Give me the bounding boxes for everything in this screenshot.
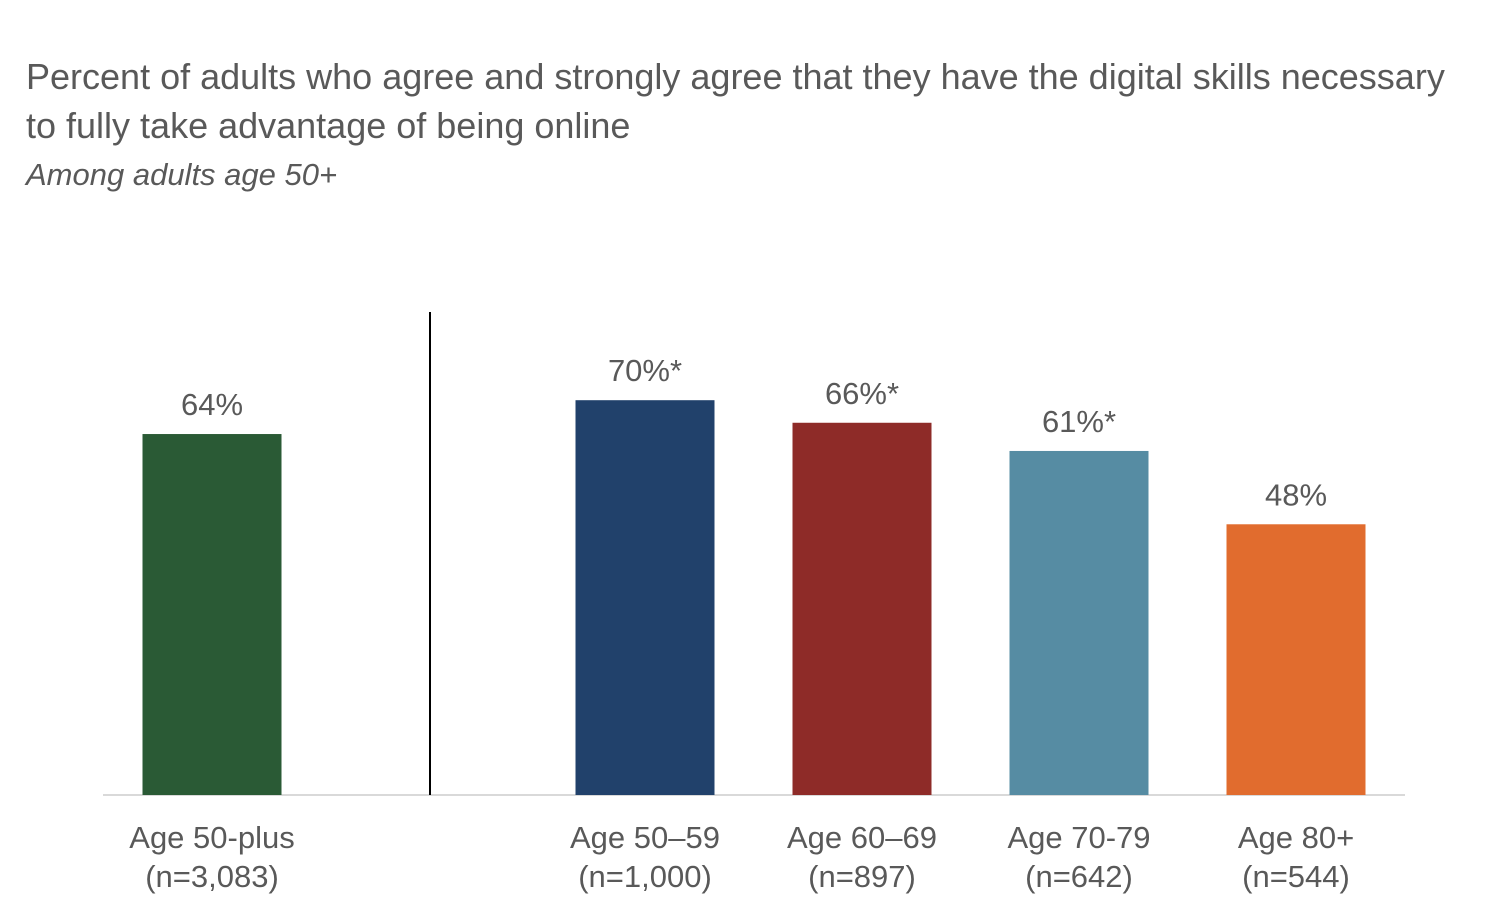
- chart-subtitle: Among adults age 50+: [26, 157, 338, 192]
- data-label: 66%*: [825, 376, 899, 411]
- bar: [792, 422, 932, 795]
- x-tick-sample-size: (n=1,000): [578, 859, 712, 894]
- x-tick-sample-size: (n=642): [1025, 859, 1133, 894]
- x-tick-sample-size: (n=544): [1242, 859, 1350, 894]
- data-label: 48%: [1265, 477, 1327, 512]
- data-label: 61%*: [1042, 404, 1116, 439]
- bar: [142, 434, 282, 795]
- x-tick-label: Age 70-79: [1007, 820, 1150, 855]
- data-label: 70%*: [608, 353, 682, 388]
- x-tick-sample-size: (n=897): [808, 859, 916, 894]
- chart-title: Percent of adults who agree and strongly…: [26, 56, 1445, 146]
- x-tick-sample-size: (n=3,083): [145, 859, 279, 894]
- bar: [1226, 524, 1366, 795]
- x-tick-label: Age 50–59: [570, 820, 720, 855]
- x-tick-label: Age 60–69: [787, 820, 937, 855]
- data-label: 64%: [181, 387, 243, 422]
- bar: [1009, 450, 1149, 795]
- x-tick-label: Age 50-plus: [129, 820, 294, 855]
- bar: [575, 400, 715, 795]
- x-tick-label: Age 80+: [1238, 820, 1354, 855]
